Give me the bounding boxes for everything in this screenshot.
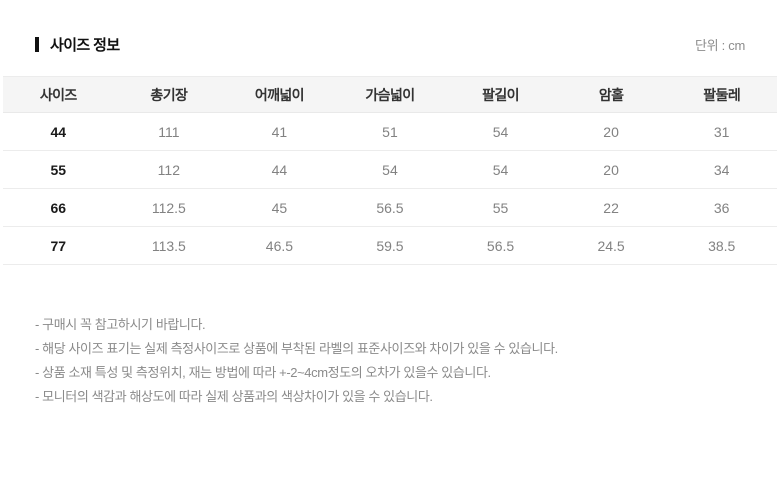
column-header-armhole: 암홀 <box>555 76 667 113</box>
measure-cell: 45 <box>224 188 335 227</box>
measure-cell: 59.5 <box>334 226 446 265</box>
size-table: 사이즈 총기장 어깨넓이 가슴넓이 팔길이 암홀 팔둘레 44 111 41 5… <box>3 76 777 265</box>
column-header-shoulder-width: 어깨넓이 <box>224 76 335 113</box>
measure-cell: 54 <box>445 112 556 151</box>
measure-cell: 54 <box>334 150 446 189</box>
note-line: - 상품 소재 특성 및 측정위치, 재는 방법에 따라 +-2~4cm정도의 … <box>35 365 491 380</box>
size-table-header-row: 사이즈 총기장 어깨넓이 가슴넓이 팔길이 암홀 팔둘레 <box>3 76 777 113</box>
column-header-chest-width: 가슴넓이 <box>334 76 446 113</box>
measure-cell: 55 <box>445 188 556 227</box>
measure-cell: 111 <box>113 112 225 151</box>
measure-cell: 20 <box>555 112 667 151</box>
unit-label: 단위 : cm <box>695 38 745 53</box>
measure-cell: 20 <box>555 150 667 189</box>
notes: - 구매시 꼭 참고하시기 바랍니다. - 해당 사이즈 표기는 실제 측정사이… <box>35 318 745 404</box>
table-row: 55 112 44 54 54 20 34 <box>3 150 777 189</box>
size-cell: 44 <box>3 112 114 151</box>
measure-cell: 54 <box>445 150 556 189</box>
table-row: 44 111 41 51 54 20 31 <box>3 112 777 151</box>
column-header-total-length: 총기장 <box>113 76 225 113</box>
column-header-size: 사이즈 <box>3 76 114 113</box>
measure-cell: 51 <box>334 112 446 151</box>
section-header: 사이즈 정보 단위 : cm <box>35 34 745 55</box>
title-wrap: 사이즈 정보 <box>35 34 120 55</box>
size-cell: 66 <box>3 188 114 227</box>
measure-cell: 34 <box>666 150 777 189</box>
measure-cell: 22 <box>555 188 667 227</box>
table-row: 66 112.5 45 56.5 55 22 36 <box>3 188 777 227</box>
measure-cell: 41 <box>224 112 335 151</box>
column-header-arm-circumference: 팔둘레 <box>666 76 777 113</box>
page-title: 사이즈 정보 <box>50 37 120 54</box>
size-cell: 77 <box>3 226 114 265</box>
measure-cell: 56.5 <box>445 226 556 265</box>
measure-cell: 24.5 <box>555 226 667 265</box>
measure-cell: 56.5 <box>334 188 446 227</box>
title-accent-bar-icon <box>35 37 39 52</box>
table-row: 77 113.5 46.5 59.5 56.5 24.5 38.5 <box>3 226 777 265</box>
note-line: - 모니터의 색감과 해상도에 따라 실제 상품과의 색상차이가 있을 수 있습… <box>35 389 433 404</box>
measure-cell: 112.5 <box>113 188 225 227</box>
measure-cell: 31 <box>666 112 777 151</box>
note-line: - 구매시 꼭 참고하시기 바랍니다. <box>35 317 206 332</box>
column-header-arm-length: 팔길이 <box>445 76 556 113</box>
measure-cell: 36 <box>666 188 777 227</box>
measure-cell: 113.5 <box>113 226 225 265</box>
measure-cell: 38.5 <box>666 226 777 265</box>
measure-cell: 44 <box>224 150 335 189</box>
size-cell: 55 <box>3 150 114 189</box>
note-line: - 해당 사이즈 표기는 실제 측정사이즈로 상품에 부착된 라벨의 표준사이즈… <box>35 341 558 356</box>
measure-cell: 46.5 <box>224 226 335 265</box>
measure-cell: 112 <box>113 150 225 189</box>
